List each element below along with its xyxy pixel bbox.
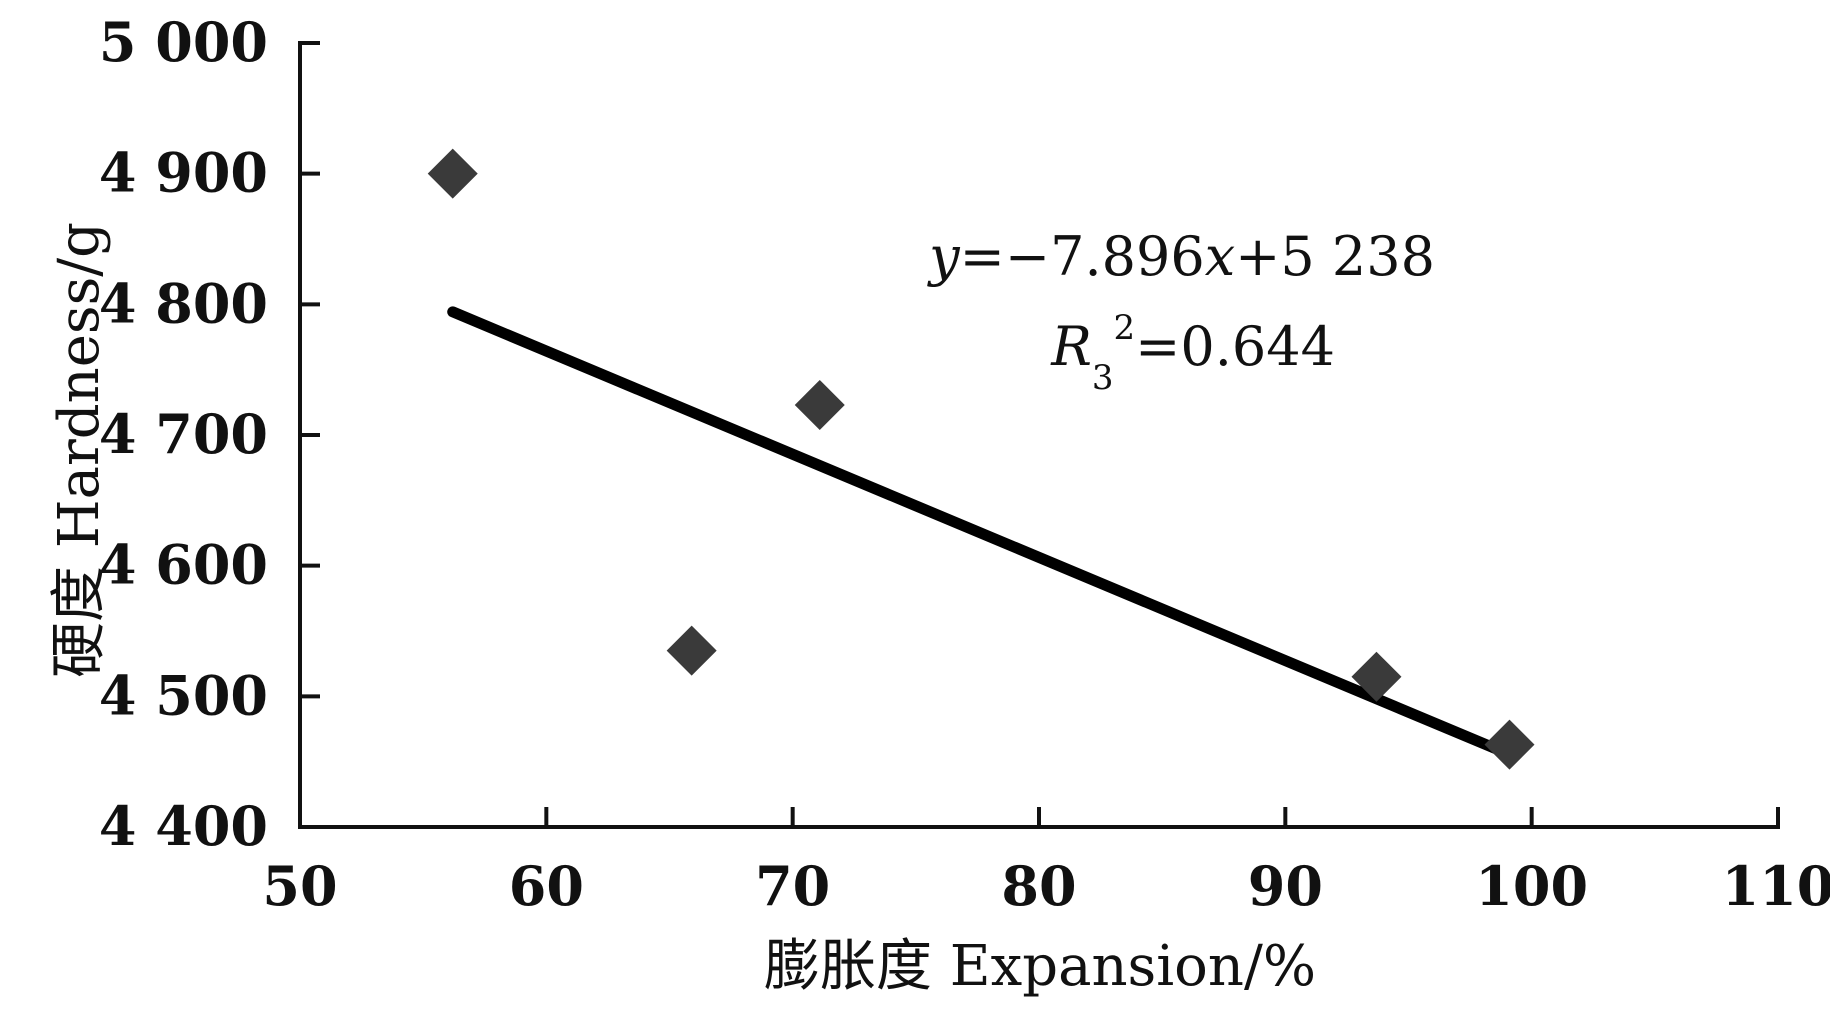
y-ticks: 4 400 4 500 4 600 4 700 4 800 4 900 5 000: [99, 10, 320, 858]
x-tick-label: 50: [262, 854, 337, 918]
eq-x-variable: x: [1205, 225, 1235, 288]
x-tick-label: 70: [755, 854, 830, 918]
data-point: [794, 379, 845, 430]
y-tick-label: 4 700: [99, 402, 268, 466]
x-tick-label: 110: [1722, 854, 1830, 918]
y-tick-label: 4 400: [99, 794, 268, 858]
eq-intercept: +5 238: [1235, 225, 1435, 288]
r-squared-label: R32=0.644: [1050, 308, 1335, 398]
data-point: [427, 148, 478, 199]
y-tick-label: 4 600: [99, 533, 268, 597]
data-points: [427, 148, 1535, 770]
x-tick-label: 80: [1001, 854, 1076, 918]
plot-area: 4 400 4 500 4 600 4 700 4 800 4 900 5 000 50 60…: [99, 10, 1830, 918]
r2-superscript: 2: [1114, 308, 1136, 348]
regression-equation: y=−7.896x+5 238: [927, 225, 1435, 288]
y-tick-label: 4 900: [99, 141, 268, 205]
data-point: [1351, 651, 1402, 702]
eq-coefficient: =−7.896: [960, 225, 1205, 288]
data-point: [1484, 719, 1535, 770]
y-tick-label: 4 500: [99, 663, 268, 727]
r2-r-symbol: R: [1050, 315, 1092, 378]
x-tick-label: 100: [1475, 854, 1588, 918]
data-point: [666, 625, 717, 676]
y-tick-label: 5 000: [99, 10, 268, 74]
x-tick-label: 90: [1248, 854, 1323, 918]
x-tick-label: 60: [509, 854, 584, 918]
eq-y-variable: y: [927, 225, 961, 288]
r2-value: =0.644: [1135, 315, 1335, 378]
r2-subscript: 3: [1092, 358, 1114, 398]
y-axis-title: 硬度 Hardness/g: [47, 222, 112, 678]
trendline: [447, 306, 1515, 760]
x-axis-title: 膨胀度 Expansion/%: [764, 934, 1316, 999]
x-ticks: 50 60 70 80 90 100 110: [262, 807, 1830, 918]
y-tick-label: 4 800: [99, 271, 268, 335]
